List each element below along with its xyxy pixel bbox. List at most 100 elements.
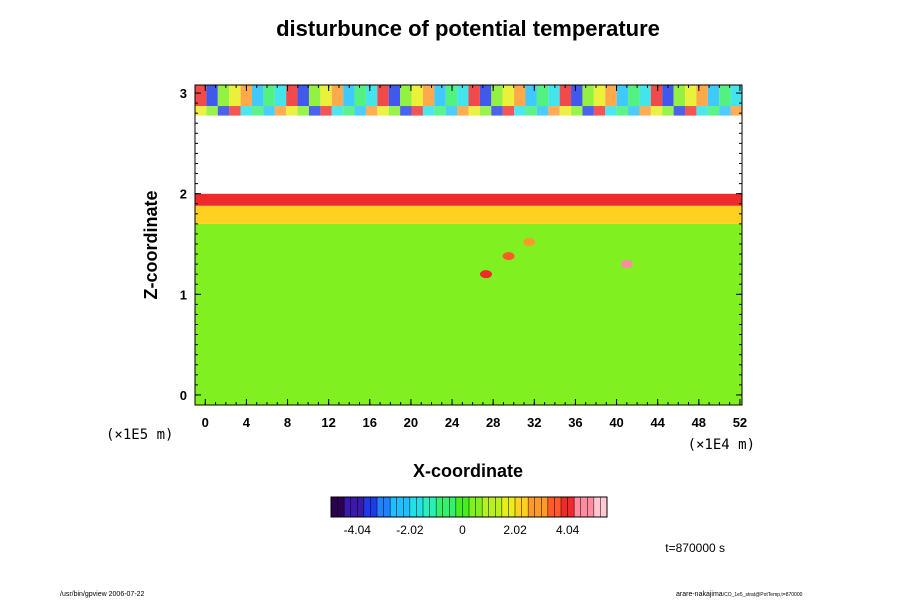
y-axis-label: Z-coordinate (141, 190, 161, 299)
colorbar-cell (593, 497, 601, 517)
heatmap-turbulence-cell (616, 85, 629, 107)
y-tick-label: 2 (180, 187, 187, 202)
heatmap-turbulence-cell (251, 85, 264, 107)
colorbar-cell (409, 497, 417, 517)
colorbar-cell (547, 497, 555, 517)
colorbar-cell (475, 497, 483, 517)
heatmap-turbulence-cell (400, 85, 412, 107)
heatmap-turbulence-cell (206, 106, 218, 116)
x-tick-label: 0 (202, 415, 209, 430)
colorbar-cell (383, 497, 391, 517)
heatmap-turbulence-cell (719, 85, 731, 107)
colorbar-cell (508, 497, 516, 517)
heatmap-turbulence-cell (206, 85, 218, 107)
heatmap-turbulence-cell (582, 106, 594, 116)
heatmap-turbulence-cell (559, 106, 572, 116)
heatmap-field (195, 85, 742, 405)
heatmap-turbulence-cell (400, 106, 412, 116)
heatmap-turbulence-cell (628, 106, 640, 116)
heatmap-turbulence-cell (628, 85, 640, 107)
heatmap-turbulence-cell (479, 85, 492, 107)
colorbar-cell (416, 497, 424, 517)
x-tick-label: 28 (486, 415, 500, 430)
x-tick-label: 8 (284, 415, 291, 430)
x-tick-label: 48 (692, 415, 706, 430)
heatmap-turbulence-cell (536, 85, 549, 107)
heatmap-turbulence-cell (343, 106, 355, 116)
heatmap-turbulence-cell (650, 106, 663, 116)
colorbar-cell (370, 497, 378, 517)
colorbar-cell (587, 497, 595, 517)
colorbar-cell (350, 497, 358, 517)
heatmap-turbulence-cell (388, 85, 401, 107)
y-axis-ticks: 0 1 2 3 (180, 86, 742, 403)
colorbar-cell (462, 497, 470, 517)
x-tick-label: 16 (363, 415, 377, 430)
heatmap-turbulence-cell (240, 106, 252, 116)
heatmap-turbulence-cell (331, 85, 344, 107)
y-tick-label: 1 (180, 287, 187, 302)
x-axis-label: X-coordinate (413, 461, 523, 481)
colorbar-tick-label: -2.02 (396, 523, 424, 537)
heatmap-turbulence-cell (650, 85, 663, 107)
heatmap-turbulence-cell (479, 106, 492, 116)
heatmap-turbulence-cell (297, 106, 309, 116)
x-tick-label: 32 (527, 415, 541, 430)
heatmap-turbulence-cell (730, 85, 742, 107)
colorbar-cell (567, 497, 575, 517)
x-tick-label: 4 (243, 415, 251, 430)
heatmap-turbulence-cell (696, 106, 708, 116)
footer-right: arare-nakajima/CO_1e5_strat@PotTemp,t=87… (676, 591, 803, 598)
colorbar-tick-label: 2.02 (503, 523, 527, 537)
heatmap-turbulence-cell (605, 85, 617, 107)
heatmap-turbulence-cell (411, 85, 423, 107)
heatmap-turbulence-cell (502, 85, 515, 107)
footer-right-detail: /CO_1e5_strat@PotTemp,t=870000 (723, 592, 803, 598)
plot-frame (194, 84, 743, 406)
heatmap-turbulence-cell (445, 106, 458, 116)
x-axis-ticks: 0 4 8 12 16 20 24 28 32 36 40 44 48 52 (202, 85, 747, 430)
colorbar-tick-label: 4.04 (556, 523, 580, 537)
heatmap-turbulence-cell (457, 106, 469, 116)
colorbar-cell (396, 497, 404, 517)
x-axis-unit: (×1E4 m) (688, 437, 755, 453)
colorbar-cell (488, 497, 496, 517)
heatmap-region (195, 223, 742, 405)
heatmap-turbulence-cell (662, 85, 674, 107)
colorbar-cell (561, 497, 568, 517)
heatmap-turbulence-cell (491, 85, 503, 107)
heatmap-turbulence-cell (434, 106, 446, 116)
heatmap-turbulence-cell (343, 85, 355, 107)
heatmap-hotspots (479, 237, 633, 279)
colorbar-cell (482, 497, 490, 517)
heatmap-turbulence-cell (685, 106, 697, 116)
heatmap-turbulence-cell (673, 85, 686, 107)
heatmap-turbulence-cell (707, 85, 720, 107)
heatmap-turbulence-cell (251, 106, 264, 116)
colorbar-cell (574, 497, 582, 517)
heatmap-turbulence-cell (593, 85, 606, 107)
time-annotation: t=870000 s (665, 541, 725, 555)
colorbar-cell (501, 497, 509, 517)
heatmap-region (195, 205, 742, 224)
colorbar-cell (363, 497, 371, 517)
heatmap-hotspot (620, 260, 633, 269)
heatmap-hotspot (502, 252, 515, 261)
heatmap-turbulence-cell (263, 106, 275, 116)
heatmap-turbulence-cell (457, 85, 469, 107)
heatmap-turbulence-cell (388, 106, 401, 116)
colorbar-cell (331, 497, 338, 517)
heatmap-turbulence-cell (525, 85, 537, 107)
footer-left: /usr/bin/gpview 2006-07-22 (60, 591, 145, 598)
heatmap-turbulence-cell (195, 85, 207, 107)
heatmap-turbulence-cell (548, 85, 560, 107)
colorbar-cell (455, 497, 463, 517)
colorbar-cells (331, 497, 608, 517)
heatmap-turbulence-cell (536, 106, 549, 116)
colorbar-frame (330, 496, 608, 518)
heatmap-turbulence-cell (582, 85, 594, 107)
heatmap-turbulence-cell (274, 106, 287, 116)
heatmap-turbulence-cell (422, 85, 435, 107)
y-tick-label: 3 (180, 86, 187, 101)
